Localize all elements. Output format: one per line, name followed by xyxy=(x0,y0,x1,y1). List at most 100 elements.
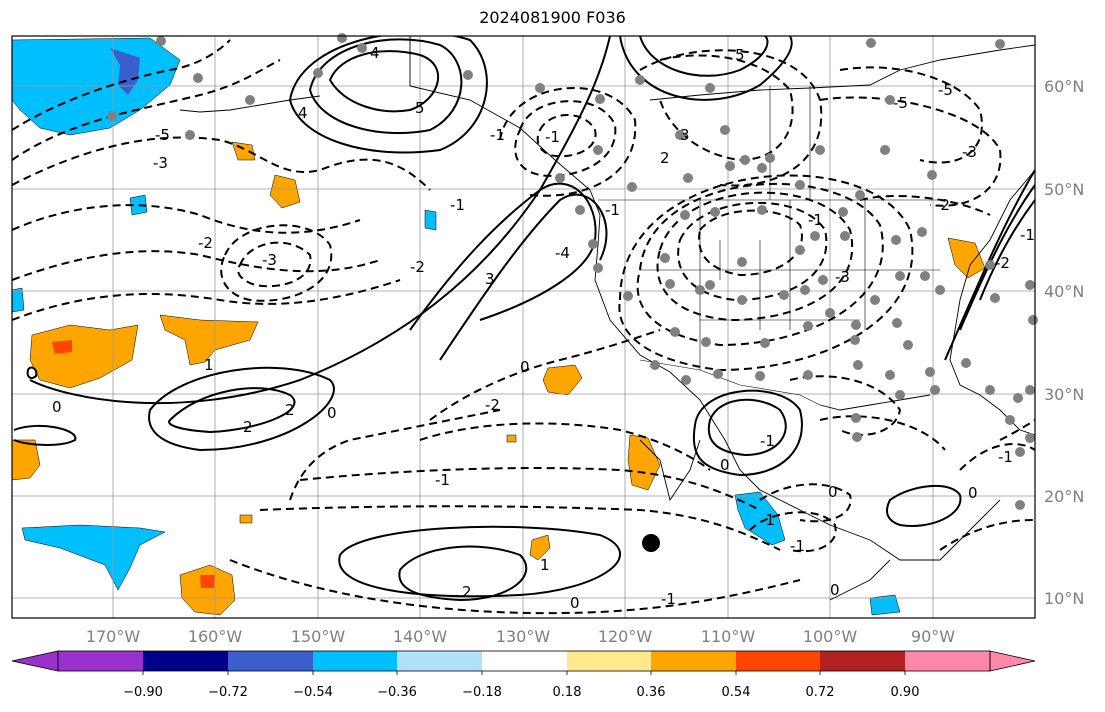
lat-label: 50°N xyxy=(1044,180,1084,199)
lon-label: 130°W xyxy=(496,627,551,646)
contour-label: 1 xyxy=(204,356,214,374)
shade-red-west xyxy=(52,340,72,354)
lon-label: 100°W xyxy=(803,627,858,646)
shade-blue-small2 xyxy=(424,209,437,231)
colorbar-tick: 0.90 xyxy=(891,685,920,700)
contour-label: 5 xyxy=(415,99,425,117)
contour-label: -3 xyxy=(835,268,850,286)
contour-label: -1 xyxy=(490,126,505,144)
lon-label: 170°W xyxy=(86,627,141,646)
contour-label: 2 xyxy=(660,149,670,167)
contour-label: -1 xyxy=(605,201,620,219)
colorbar-segment xyxy=(313,651,397,671)
colorbar-segment xyxy=(228,651,313,671)
longitude-labels: 170°W 160°W 150°W 140°W 130°W 120°W 110°… xyxy=(86,627,955,646)
shade-blue-se xyxy=(869,594,901,616)
contour-label: 4 xyxy=(298,104,308,122)
contour-label: -3 xyxy=(153,154,168,172)
solid-contours xyxy=(13,36,1035,602)
contour-label: 0 xyxy=(830,581,840,599)
contour-label: 0 xyxy=(327,404,337,422)
colorbar-tick: 0.18 xyxy=(553,685,582,700)
shade-darkblue-alaska xyxy=(110,48,140,95)
contour-label: -1 xyxy=(790,537,805,555)
shade-orange-central xyxy=(159,314,259,366)
shade-red-hawaii xyxy=(200,575,215,588)
contour-label: -1 xyxy=(435,471,450,489)
colorbar-tick: 0.72 xyxy=(806,685,835,700)
colorbar-segment xyxy=(482,651,567,671)
contour-label: -1 xyxy=(760,511,775,529)
contour-label: 4 xyxy=(370,44,380,62)
colorbar-segment xyxy=(143,651,228,671)
colorbar-tick: −0.18 xyxy=(462,685,502,700)
colorbar-segment xyxy=(397,651,482,671)
colorbar-left-extend xyxy=(11,650,59,672)
shade-blue-small xyxy=(129,194,148,216)
contour-label: 0 xyxy=(52,398,62,416)
shade-orange-3 xyxy=(542,364,583,396)
lat-label: 10°N xyxy=(1044,589,1084,608)
lat-label: 60°N xyxy=(1044,77,1084,96)
contour-label: 0 xyxy=(968,484,978,502)
contour-label: 2 xyxy=(243,418,253,436)
contour-label: -3 xyxy=(262,251,277,269)
colorbar-segment xyxy=(651,651,736,671)
contour-label: -3 xyxy=(962,143,977,161)
colorbar-segment xyxy=(736,651,820,671)
lat-label: 20°N xyxy=(1044,487,1084,506)
colorbar-segment xyxy=(905,651,990,671)
contour-label: 1 xyxy=(540,556,550,574)
colorbar-segment xyxy=(58,651,143,671)
colorbar-tick: 0.36 xyxy=(637,685,666,700)
contour-label: -1 xyxy=(998,448,1013,466)
contour-label: -1 xyxy=(808,211,823,229)
contour-label: -2 xyxy=(410,258,425,276)
dashed-contours xyxy=(12,39,1035,615)
contour-label: -5 xyxy=(155,126,170,144)
contour-label: -2 xyxy=(198,234,213,252)
map-title: 2024081900 F036 xyxy=(479,8,626,27)
colorbar-segment xyxy=(567,651,651,671)
shade-orange-small2 xyxy=(506,434,517,443)
contour-label: -2 xyxy=(995,254,1010,272)
contour-label: 2 xyxy=(462,583,472,601)
shade-orange-left xyxy=(12,439,41,481)
lon-label: 110°W xyxy=(701,627,756,646)
shade-orange-small xyxy=(239,514,253,524)
colorbar-right-extend xyxy=(989,650,1036,672)
shaded-regions xyxy=(12,37,986,616)
contour-label: 3 xyxy=(485,270,495,288)
colorbar-tick: −0.72 xyxy=(208,685,248,700)
contour-label: 5 xyxy=(735,46,745,64)
contour-label: 0 xyxy=(720,456,730,474)
shade-blue-left xyxy=(12,287,25,313)
lon-label: 90°W xyxy=(911,627,955,646)
colorbar-tick: −0.90 xyxy=(123,685,163,700)
latitude-labels: 60°N 50°N 40°N 30°N 20°N 10°N xyxy=(1044,77,1084,608)
contour-label: -1 xyxy=(760,432,775,450)
contour-labels: 4 5 5 -5 -5 -5 1 -3 -1 -2 -3 -4 2 3 -1 -… xyxy=(52,44,1035,612)
shade-orange-hawaii xyxy=(179,564,236,616)
contour-label: -4 xyxy=(555,244,570,262)
contour-label: 0 xyxy=(520,358,530,376)
contour-label: -1 xyxy=(661,590,676,608)
lon-label: 160°W xyxy=(188,627,243,646)
contour-label: -1 xyxy=(1020,226,1035,244)
colorbar: −0.90 −0.72 −0.54 −0.36 −0.18 0.18 0.36 … xyxy=(11,650,1036,700)
map-frame xyxy=(11,35,1036,619)
colorbar-segment xyxy=(820,651,905,671)
shade-orange-4 xyxy=(627,434,661,491)
lon-label: 120°W xyxy=(598,627,653,646)
contour-label: -1 xyxy=(545,128,560,146)
contour-label: 2 xyxy=(285,401,295,419)
lat-label: 30°N xyxy=(1044,385,1084,404)
shade-blue-southwest xyxy=(21,524,166,591)
shade-orange-2 xyxy=(269,174,301,209)
lon-label: 150°W xyxy=(291,627,346,646)
contour-label: 0 xyxy=(828,483,838,501)
contour-label: 0 xyxy=(570,594,580,612)
colorbar-tick: 0.54 xyxy=(722,685,751,700)
contour-label: -5 xyxy=(893,94,908,112)
